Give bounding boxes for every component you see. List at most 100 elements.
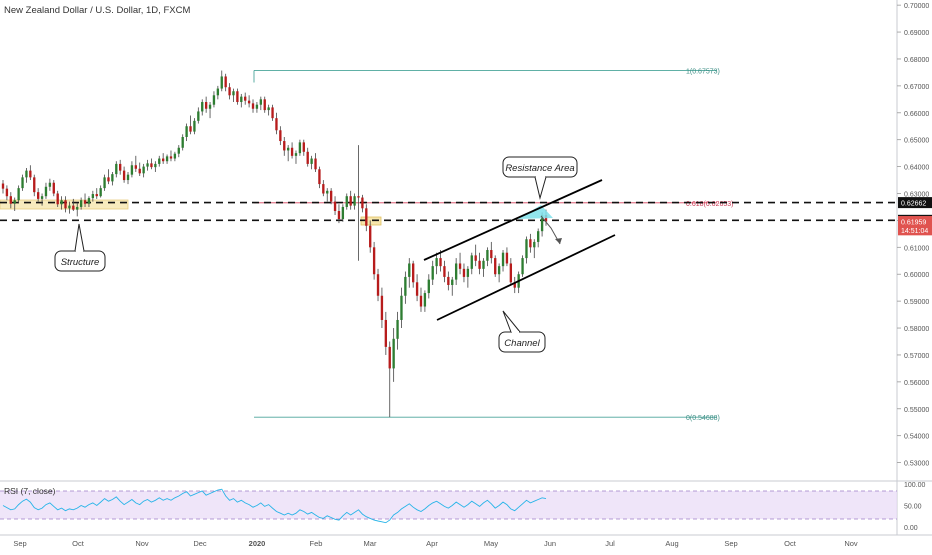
candle-body bbox=[478, 260, 481, 269]
x-tick-label: Oct bbox=[784, 539, 797, 548]
channel-callout: Channel bbox=[498, 310, 546, 353]
x-tick-label: Oct bbox=[72, 539, 85, 548]
x-tick-label: Sep bbox=[724, 539, 737, 548]
rsi-title: RSI (7, close) bbox=[4, 486, 56, 496]
candle-body bbox=[466, 268, 470, 277]
candle-body bbox=[5, 188, 9, 197]
candle-body bbox=[208, 104, 212, 109]
chart-title: New Zealand Dollar / U.S. Dollar, 1D, FX… bbox=[4, 5, 190, 16]
candle-body bbox=[482, 260, 485, 269]
candle-body bbox=[122, 170, 126, 181]
y-tick-label: 0.55000 bbox=[904, 407, 929, 414]
candle-body bbox=[267, 107, 270, 111]
x-tick-label: Mar bbox=[364, 539, 377, 548]
candle-body bbox=[36, 192, 40, 199]
y-axis-ticks: 0.70000 0.69000 0.68000 0.67000 0.66000 0.650… bbox=[897, 3, 929, 468]
candle-body bbox=[146, 163, 149, 167]
channel-callout-label: Channel bbox=[504, 338, 540, 349]
y-tick-label: 0.68000 bbox=[904, 57, 929, 64]
candle-body bbox=[204, 102, 208, 109]
candle-body bbox=[1, 183, 5, 189]
candle-body bbox=[435, 258, 438, 267]
price-badge bbox=[898, 216, 932, 228]
candle-body bbox=[79, 200, 83, 207]
candle-body bbox=[345, 196, 348, 207]
candle-body bbox=[220, 76, 223, 89]
candle-body bbox=[212, 95, 216, 105]
x-tick-label: Apr bbox=[426, 539, 438, 548]
rsi-tick-label: 0.00 bbox=[904, 525, 918, 532]
candle-body bbox=[111, 174, 114, 182]
rsi-tick-label: 50.00 bbox=[904, 504, 922, 511]
candle-body bbox=[251, 103, 255, 109]
x-tick-label: Nov bbox=[844, 539, 858, 548]
rsi-line bbox=[2, 488, 547, 524]
x-tick-label: Jun bbox=[544, 539, 556, 548]
y-tick-label: 0.61000 bbox=[904, 245, 929, 252]
candle-body bbox=[21, 177, 24, 189]
candle-body bbox=[415, 282, 419, 296]
candle-body bbox=[150, 163, 153, 168]
candle-body bbox=[431, 266, 434, 280]
candle-body bbox=[115, 163, 118, 175]
y-tick-label: 0.69000 bbox=[904, 30, 929, 37]
candle-body bbox=[240, 96, 243, 103]
candle-body bbox=[412, 263, 415, 283]
candle-body bbox=[247, 100, 251, 104]
candle-body bbox=[158, 158, 161, 164]
candle-body bbox=[490, 250, 493, 259]
candle-body bbox=[349, 196, 352, 206]
candle-body bbox=[326, 190, 329, 194]
candle-body bbox=[533, 241, 536, 248]
candle-body bbox=[384, 319, 388, 347]
candle-body bbox=[306, 151, 309, 164]
candle-body bbox=[447, 276, 450, 285]
candle-body bbox=[103, 177, 106, 189]
x-tick-label: Sep bbox=[13, 539, 26, 548]
fib-label: 1(0.67573) bbox=[686, 68, 720, 75]
candle-body bbox=[294, 153, 298, 156]
candle-body bbox=[185, 126, 188, 137]
candle-body bbox=[486, 250, 489, 261]
candle-body bbox=[396, 319, 399, 339]
candle-body bbox=[544, 215, 548, 222]
candle-body bbox=[454, 263, 458, 280]
candle-body bbox=[68, 205, 71, 209]
candle-body bbox=[353, 196, 356, 206]
candle-body bbox=[40, 196, 44, 199]
candle-body bbox=[44, 186, 48, 197]
candle-body bbox=[525, 239, 528, 259]
candle-body bbox=[72, 205, 75, 210]
candle-body bbox=[529, 239, 532, 248]
candle-body bbox=[408, 263, 411, 277]
candle-body bbox=[357, 196, 360, 198]
candle-body bbox=[513, 282, 516, 288]
candle-body bbox=[501, 252, 505, 267]
candle-body bbox=[298, 142, 302, 154]
candle-body bbox=[361, 197, 364, 209]
channel-upper-line bbox=[423, 179, 603, 261]
candle-body bbox=[99, 188, 102, 197]
y-tick-label: 0.63000 bbox=[904, 192, 929, 199]
candle-body bbox=[29, 170, 32, 178]
candle-body bbox=[64, 200, 67, 209]
candle-body bbox=[290, 147, 294, 156]
price-badge bbox=[898, 197, 932, 209]
candle-body bbox=[419, 295, 423, 307]
candle-body bbox=[263, 99, 266, 111]
candle-body bbox=[189, 126, 192, 132]
y-tick-label: 0.53000 bbox=[904, 461, 929, 468]
candle-body bbox=[244, 96, 247, 101]
fib-label: 0(0.54688) bbox=[686, 415, 720, 422]
y-tick-label: 0.70000 bbox=[904, 3, 929, 10]
candle-body bbox=[119, 163, 122, 171]
candle-body bbox=[107, 177, 110, 182]
candle-body bbox=[494, 258, 497, 275]
y-tick-label: 0.64000 bbox=[904, 165, 929, 172]
horizontal-levels bbox=[0, 201, 897, 222]
y-tick-label: 0.56000 bbox=[904, 380, 929, 387]
candle-body bbox=[130, 165, 134, 175]
